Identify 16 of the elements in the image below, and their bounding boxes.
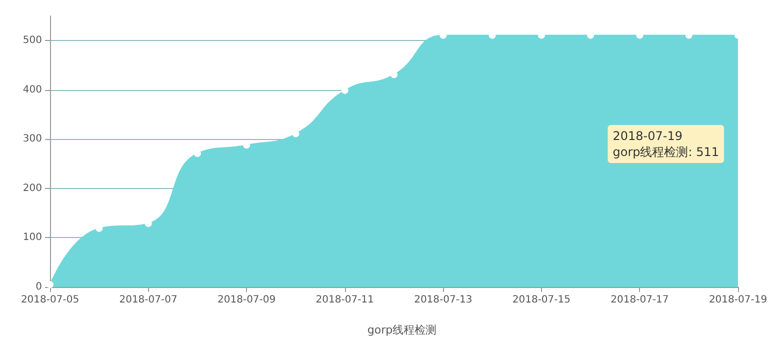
y-tick-label: 0 <box>36 282 42 292</box>
y-tick-label: 300 <box>22 134 42 145</box>
x-tick-label: 2018-07-11 <box>316 294 374 306</box>
x-tick-label: 2018-07-13 <box>414 294 472 306</box>
x-tick-label: 2018-07-05 <box>20 294 80 306</box>
y-tick-label: 200 <box>22 182 42 194</box>
annotation: 2018-07-19 gorp线程检测: 511 <box>612 129 720 159</box>
x-tick-label: 2018-07-19 <box>708 294 768 306</box>
x-tick-label: 2018-07-07 <box>119 294 178 306</box>
y-tick-label: 400 <box>22 84 42 96</box>
x-tick-label: 2018-07-17 <box>610 294 669 306</box>
text: gorp线程检测 <box>367 324 437 336</box>
y-tick-label: 500 <box>22 35 42 46</box>
x-tick-label: 2018-07-15 <box>512 294 570 306</box>
x-tick-label: 2018-07-09 <box>218 294 276 306</box>
y-tick-label: 100 <box>22 232 42 244</box>
